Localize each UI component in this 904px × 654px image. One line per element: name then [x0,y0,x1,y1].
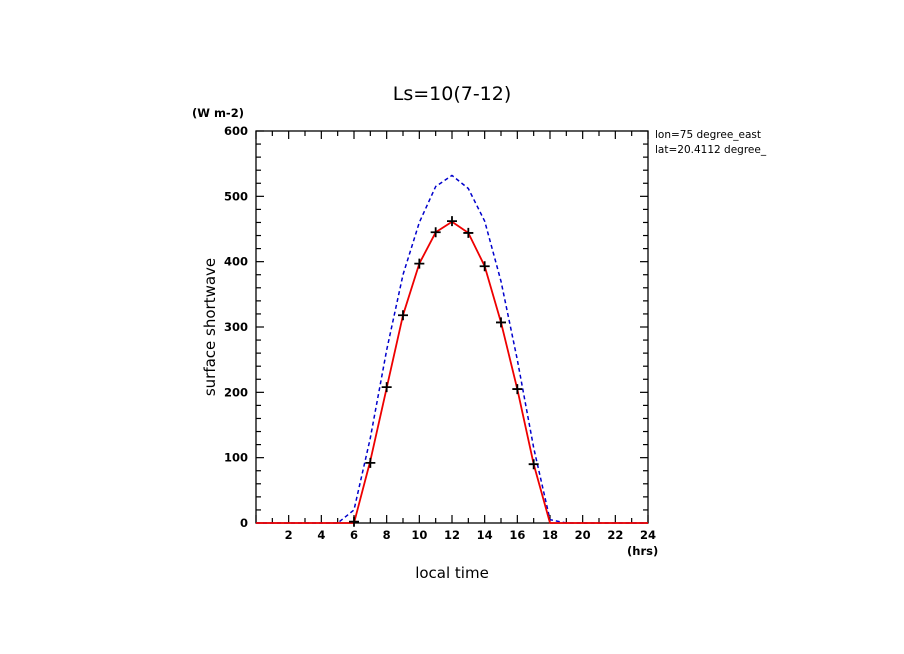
chart-title: Ls=10(7-12) [393,83,512,105]
marker-point [414,258,425,269]
marker-point [528,459,539,470]
y-tick-label: 500 [224,189,248,203]
marker-point [463,227,474,238]
annotation-lat: lat=20.4112 degree_ [655,144,767,156]
x-tick-label: 22 [607,528,623,542]
y-unit-label: (W m-2) [192,106,244,120]
x-tick-label: 20 [575,528,591,542]
x-tick-label: 8 [383,528,391,542]
marker-point [430,227,441,238]
y-tick-label: 600 [224,124,248,138]
x-tick-label: 12 [444,528,460,542]
marker-point [447,216,457,227]
series-line-dashed [256,174,648,524]
x-tick-label: 2 [285,528,293,542]
x-tick-label: 24 [640,528,656,542]
x-tick-label: 16 [509,528,525,542]
plot-frame [255,130,649,524]
marker-point [398,310,408,321]
y-tick-label: 300 [224,320,248,334]
series-line-solid [256,220,648,524]
x-axis-label: local time [415,564,489,582]
y-axis-label: surface shortwave [201,258,219,396]
annotation-lon: lon=75 degree_east [655,129,761,141]
marker-point [381,382,392,393]
y-tick-label: 200 [224,385,248,399]
series-layer [256,174,648,527]
y-tick-label: 400 [224,255,248,269]
x-tick-label: 6 [350,528,358,542]
x-tick-label: 10 [411,528,427,542]
marker-point [512,384,523,395]
y-tick-label: 100 [224,451,248,465]
marker-point [496,317,506,328]
x-unit-label: (hrs) [627,544,658,558]
marker-point [349,516,359,527]
marker-point [365,457,376,468]
x-tick-label: 4 [317,528,325,542]
x-tick-label: 18 [542,528,558,542]
x-tick-label: 14 [477,528,493,542]
marker-point [479,261,490,272]
y-tick-label: 0 [240,516,248,530]
